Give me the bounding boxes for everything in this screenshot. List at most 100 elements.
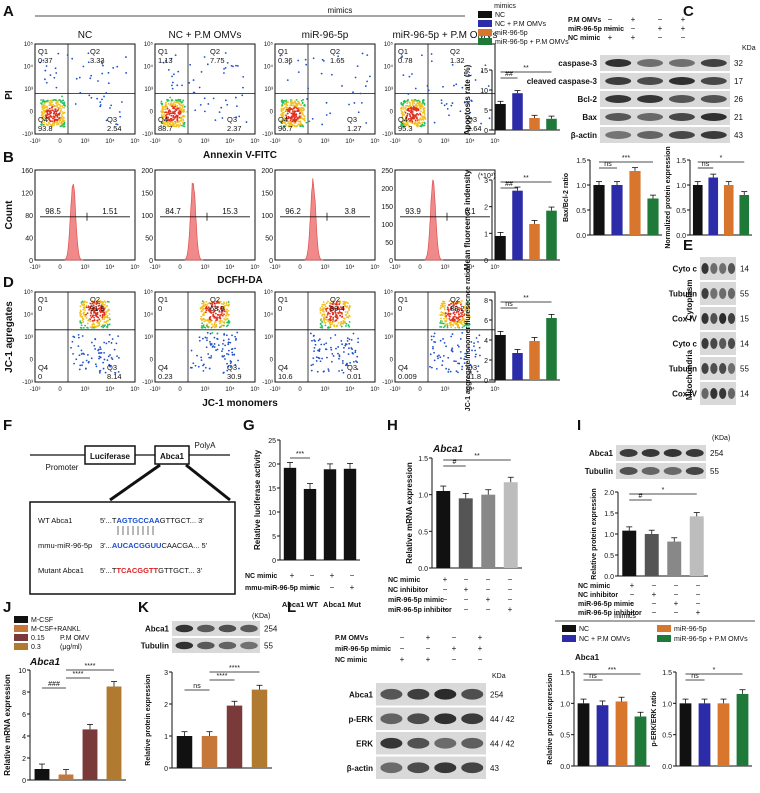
event-dot <box>78 76 81 79</box>
event-dot <box>341 362 344 365</box>
band-label: Cyto c <box>673 340 698 349</box>
event-dot <box>204 336 207 339</box>
quadrant-name: Q3 <box>107 115 117 124</box>
event-dot <box>164 108 167 111</box>
event-dot <box>170 114 173 117</box>
event-dot <box>212 97 215 100</box>
event-dot <box>207 353 210 355</box>
event-dot <box>283 125 286 128</box>
event-dot <box>225 302 228 305</box>
event-dot <box>110 356 113 359</box>
event-dot <box>46 124 49 127</box>
event-dot <box>467 303 470 306</box>
event-dot <box>84 367 87 370</box>
condition-mark: − <box>652 608 657 617</box>
event-dot <box>166 107 169 110</box>
event-dot <box>234 96 237 99</box>
event-dot <box>414 87 417 90</box>
event-dot <box>54 67 57 70</box>
event-dot <box>303 104 305 107</box>
legend-label: P.M OMV <box>60 635 90 642</box>
event-dot <box>441 360 444 362</box>
event-dot <box>294 102 297 104</box>
event-dot <box>213 309 216 312</box>
event-dot <box>229 341 232 344</box>
event-dot <box>166 106 169 108</box>
y-tick-label: 1.0 <box>662 701 672 708</box>
event-dot <box>90 341 93 344</box>
sequence-label: mmu-miR-96-5p <box>38 541 92 550</box>
event-dot <box>463 101 466 104</box>
y-tick-label: 0.5 <box>418 529 428 536</box>
event-dot <box>226 313 229 316</box>
event-dot <box>204 366 207 369</box>
x-tick-label: 10³ <box>441 265 450 271</box>
event-dot <box>456 344 459 347</box>
event-dot <box>161 117 164 120</box>
blot-background <box>600 91 730 107</box>
event-dot <box>465 326 468 329</box>
event-dot <box>450 323 452 326</box>
event-dot <box>464 304 467 306</box>
event-dot <box>208 356 211 359</box>
event-dot <box>107 82 110 85</box>
event-dot <box>453 300 456 303</box>
x-tick-label: -10³ <box>270 139 281 145</box>
x-tick-label: -10³ <box>30 387 41 393</box>
y-tick-label: 100 <box>141 213 153 220</box>
event-dot <box>314 343 317 346</box>
condition-mark: − <box>443 595 448 604</box>
event-dot <box>320 308 323 311</box>
event-dot <box>200 315 203 318</box>
quadrant-name: Q4 <box>278 115 288 124</box>
panel-letter-G: G <box>243 417 255 434</box>
condition-mark: + <box>681 15 686 24</box>
y-axis-title: Bax/Bcl-2 ratio <box>563 173 570 222</box>
event-dot <box>417 108 420 111</box>
event-dot <box>421 105 424 108</box>
event-dot <box>208 367 211 370</box>
event-dot <box>100 60 103 63</box>
event-dot <box>458 301 461 303</box>
band-label: Abca1 <box>589 449 614 458</box>
condition-mark: + <box>630 581 635 590</box>
event-dot <box>98 300 100 302</box>
y-tick-label: 0.0 <box>418 566 428 573</box>
blot-background <box>700 332 736 355</box>
event-dot <box>227 341 230 344</box>
blot-band <box>700 77 727 85</box>
event-dot <box>337 55 340 58</box>
event-dot <box>448 114 450 117</box>
event-dot <box>50 124 52 127</box>
event-dot <box>302 114 305 117</box>
event-dot <box>473 345 475 348</box>
event-dot <box>468 346 470 349</box>
condition-mark: − <box>486 605 491 614</box>
abca1-box <box>154 445 190 465</box>
event-dot <box>210 355 213 357</box>
event-dot <box>454 302 457 305</box>
event-dot <box>331 352 334 355</box>
event-dot <box>201 306 203 309</box>
blot-band <box>605 59 632 67</box>
event-dot <box>63 103 66 105</box>
band-kda: 14 <box>740 265 749 274</box>
event-dot <box>99 300 102 303</box>
event-dot <box>101 62 104 65</box>
event-dot <box>177 70 180 73</box>
event-dot <box>226 352 228 355</box>
blot-background <box>172 621 260 636</box>
y-tick-label: 10⁵ <box>384 289 394 296</box>
chart-title: Abca1 <box>29 657 60 668</box>
event-dot <box>421 101 424 104</box>
event-dot <box>215 323 218 326</box>
event-dot <box>407 118 410 121</box>
event-dot <box>316 370 319 373</box>
x-tick-label: -10³ <box>30 265 41 271</box>
event-dot <box>210 305 213 308</box>
event-dot <box>229 366 232 368</box>
event-dot <box>170 118 173 120</box>
